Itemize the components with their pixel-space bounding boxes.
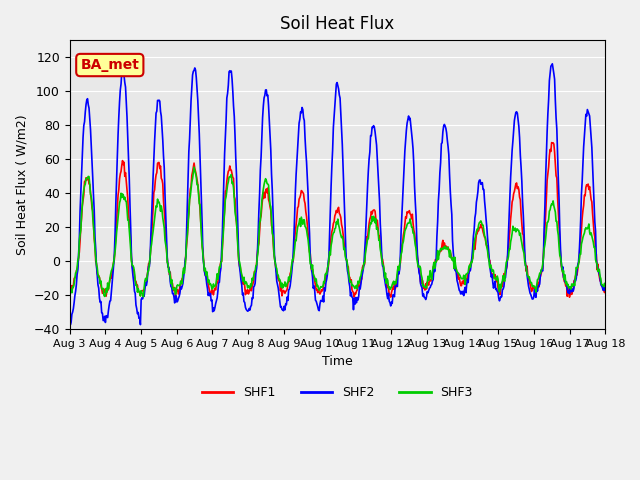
SHF3	[140, 294, 147, 300]
Legend: SHF1, SHF2, SHF3: SHF1, SHF2, SHF3	[197, 381, 478, 404]
Y-axis label: Soil Heat Flux ( W/m2): Soil Heat Flux ( W/m2)	[15, 114, 28, 255]
SHF1	[185, 211, 193, 216]
SHF1	[76, 249, 83, 255]
SHF2	[76, 208, 84, 214]
Title: Soil Heat Flux: Soil Heat Flux	[280, 15, 395, 33]
SHF3	[190, 164, 198, 170]
SHF3	[420, 282, 428, 288]
SHF3	[131, 269, 138, 275]
SHF2	[548, 61, 556, 67]
SHF1	[403, 216, 410, 221]
SHF2	[403, 120, 411, 126]
SHF2	[66, 317, 74, 323]
SHF2	[131, 290, 139, 296]
SHF1	[131, 272, 138, 278]
SHF1	[213, 279, 221, 285]
Text: BA_met: BA_met	[81, 58, 140, 72]
SHF3	[404, 220, 412, 226]
SHF1	[418, 276, 426, 282]
SHF2	[67, 322, 74, 327]
Line: SHF3: SHF3	[70, 167, 605, 297]
SHF2	[186, 136, 193, 142]
SHF2	[602, 287, 609, 293]
Line: SHF2: SHF2	[70, 64, 605, 324]
SHF1	[602, 289, 609, 295]
SHF3	[66, 288, 74, 293]
SHF1	[66, 288, 74, 294]
SHF1	[566, 294, 573, 300]
SHF3	[602, 283, 609, 288]
SHF2	[419, 293, 427, 299]
SHF3	[186, 197, 193, 203]
Line: SHF1: SHF1	[70, 143, 605, 297]
SHF3	[215, 271, 223, 276]
SHF1	[548, 140, 556, 145]
SHF2	[214, 288, 221, 294]
X-axis label: Time: Time	[322, 355, 353, 368]
SHF3	[76, 238, 83, 243]
